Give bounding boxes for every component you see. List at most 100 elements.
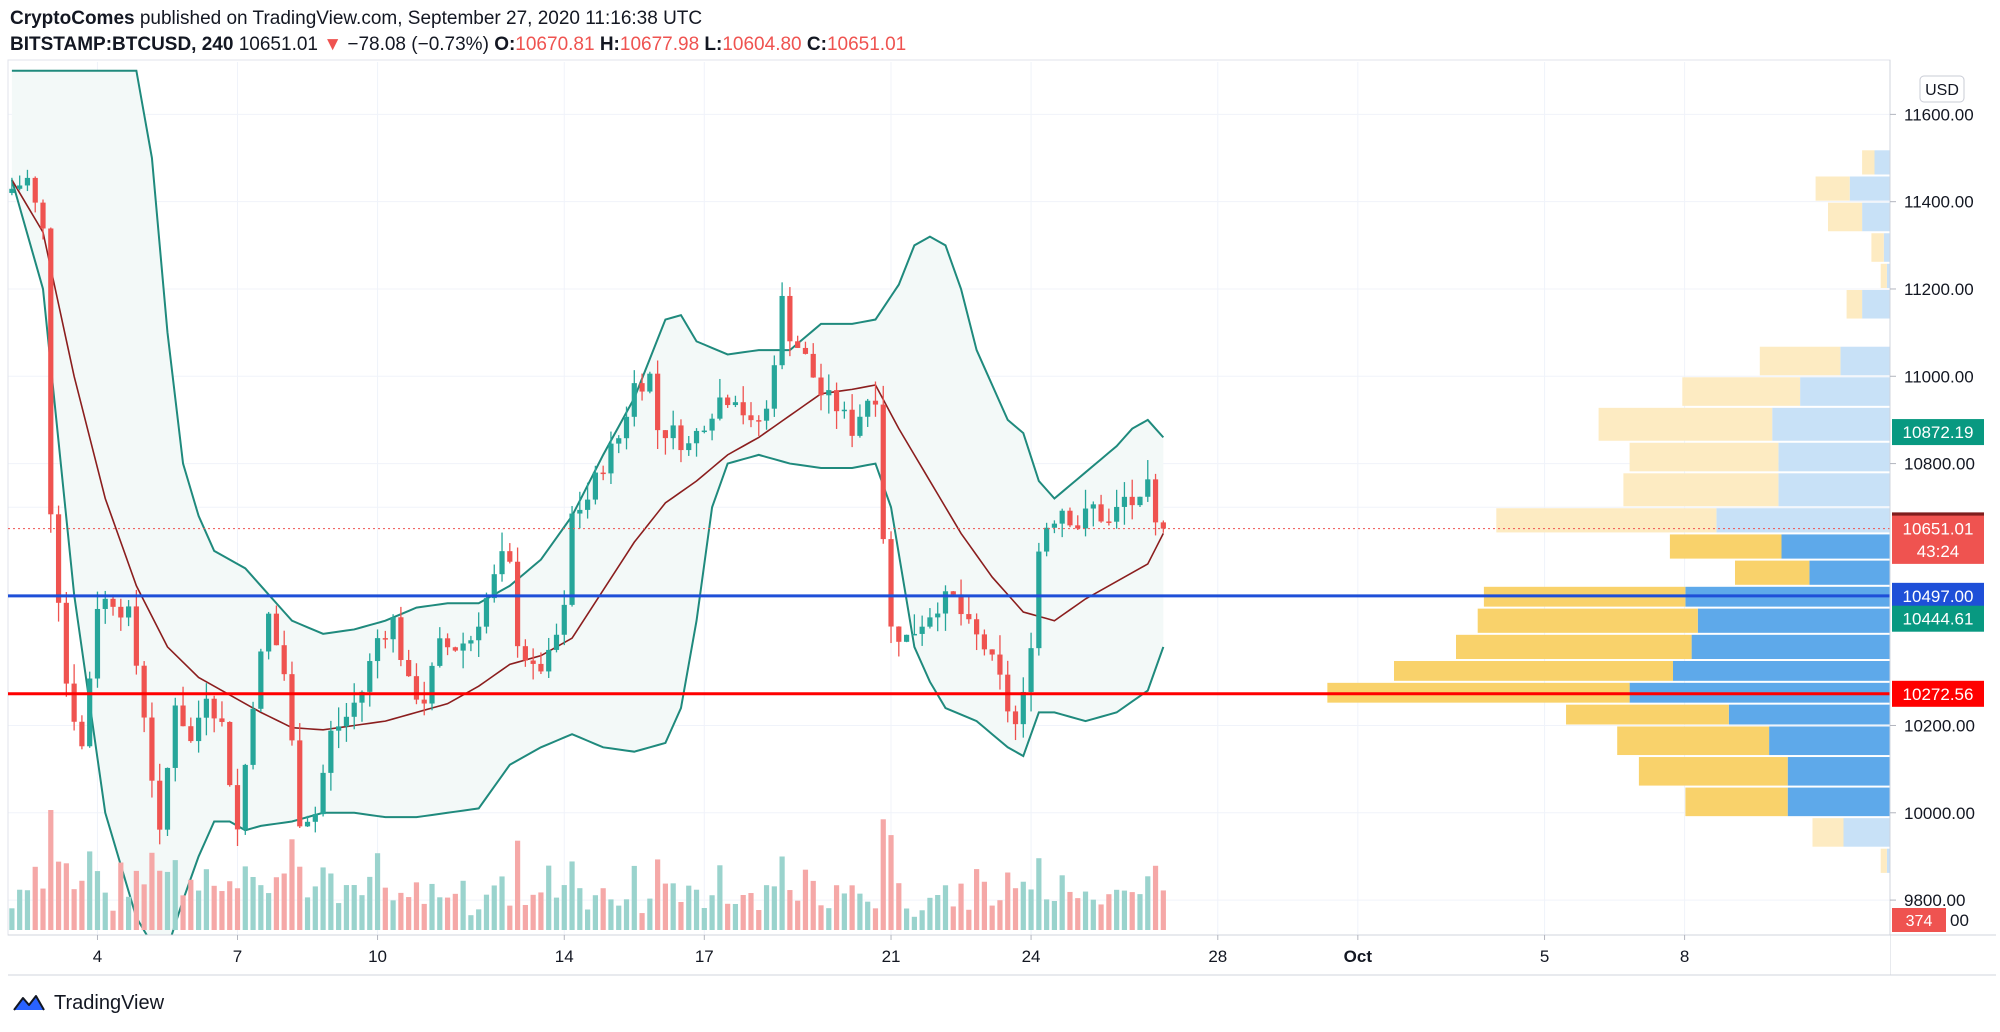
volume-bar-96 xyxy=(756,910,762,930)
volume-bar-72 xyxy=(569,861,575,930)
candle-body-79 xyxy=(623,416,630,439)
candle-body-13 xyxy=(110,598,116,607)
price-tick-label-1: 11400.00 xyxy=(1904,193,1974,212)
candle-body-53 xyxy=(421,699,427,704)
time-tick-label-0: 4 xyxy=(93,947,102,966)
candle-body-84 xyxy=(662,430,669,439)
price-tick-label-7: 9800.00 xyxy=(1904,891,1965,910)
volume-bar-101 xyxy=(795,900,801,930)
volume-bar-128 xyxy=(1005,872,1011,930)
volume-bar-48 xyxy=(382,887,388,930)
candle-body-140 xyxy=(1098,504,1104,522)
volume-bar-78 xyxy=(616,905,622,930)
candle-body-87 xyxy=(686,443,692,451)
candle-body-68 xyxy=(538,663,544,672)
vp-up-24 xyxy=(1862,150,1875,175)
candle-body-48 xyxy=(382,638,388,640)
vp-up-2 xyxy=(1456,634,1692,660)
vp-up-12 xyxy=(1880,848,1887,873)
candle-body-33 xyxy=(266,613,272,652)
volume-axis-tick: 00 xyxy=(1950,911,1969,930)
volume-bar-25 xyxy=(203,869,209,930)
candle-body-63 xyxy=(499,551,505,575)
volume-bar-106 xyxy=(833,885,840,930)
vp-down-16 xyxy=(1772,407,1890,441)
volume-bar-5 xyxy=(48,810,54,930)
volume-bar-36 xyxy=(289,839,295,930)
change-down-icon: ▼ xyxy=(323,34,343,55)
candle-body-10 xyxy=(87,678,93,747)
volume-bar-127 xyxy=(997,900,1003,930)
vp-up-10 xyxy=(1685,787,1788,817)
price-tick-label-6: 10000.00 xyxy=(1904,804,1975,823)
volume-bar-112 xyxy=(880,819,886,930)
candle-body-123 xyxy=(966,614,972,620)
candle-body-31 xyxy=(250,708,256,765)
volume-bar-131 xyxy=(1028,889,1034,930)
candle-body-130 xyxy=(1020,691,1026,725)
volume-bar-79 xyxy=(623,899,630,930)
volume-bar-60 xyxy=(476,909,482,930)
volume-bar-85 xyxy=(670,883,676,930)
candle-body-97 xyxy=(763,408,770,421)
candle-body-52 xyxy=(413,676,420,700)
price-axis[interactable]: USD 11600.00 11400.00 11200.00 11000.00 10800… xyxy=(1889,60,1996,975)
candle-body-132 xyxy=(1036,551,1042,649)
volume-bar-28 xyxy=(227,881,233,930)
vp-down-22 xyxy=(1862,202,1890,232)
candle-body-134 xyxy=(1051,523,1058,528)
volume-bar-14 xyxy=(118,862,124,930)
basis-line xyxy=(11,179,1165,731)
volume-bar-122 xyxy=(958,883,964,930)
publisher-name[interactable]: CryptoComes xyxy=(10,8,135,29)
volume-bar-4 xyxy=(40,888,46,930)
vp-down-7 xyxy=(1728,704,1890,725)
volume-bar-38 xyxy=(304,897,311,930)
volume-bar-142 xyxy=(1114,889,1120,930)
price-label-bg-0 xyxy=(1892,419,1984,446)
vp-up-16 xyxy=(1598,407,1773,441)
candle-body-83 xyxy=(655,373,661,431)
candle-body-93 xyxy=(732,402,739,406)
volume-bar-84 xyxy=(662,883,669,930)
volume-bar-117 xyxy=(919,910,925,930)
volume-bar-145 xyxy=(1137,894,1143,930)
volume-bar-49 xyxy=(390,900,396,930)
volume-bar-39 xyxy=(312,886,318,930)
vp-down-5 xyxy=(1809,560,1890,585)
volume-bar-140 xyxy=(1098,904,1104,930)
candle-body-96 xyxy=(756,420,762,422)
candle-body-99 xyxy=(779,295,785,366)
candle-body-2 xyxy=(24,177,31,186)
volume-bar-59 xyxy=(468,915,474,930)
volume-bar-68 xyxy=(538,892,544,930)
candle-body-101 xyxy=(795,341,801,348)
volume-bar-121 xyxy=(950,906,956,930)
price-change: −78.08 (−0.73%) xyxy=(347,34,489,55)
tradingview-logo-icon xyxy=(13,995,45,1011)
vp-down-17 xyxy=(1800,377,1890,406)
price-label-bg-3 xyxy=(1892,537,1984,564)
close-value: 10651.01 xyxy=(826,34,907,55)
volume-bar-81 xyxy=(639,913,645,930)
high-label: H: xyxy=(599,34,620,55)
candle-body-37 xyxy=(297,740,303,827)
symbol-name[interactable]: BITSTAMP:BTCUSD, 240 xyxy=(10,34,234,55)
candle-body-146 xyxy=(1145,479,1151,497)
time-axis[interactable]: 4 7 10 14 17 21 24 28 Oct 5 8 xyxy=(8,934,1996,976)
volume-bar-93 xyxy=(732,903,739,930)
volume-bar-80 xyxy=(631,865,637,930)
candle-body-44 xyxy=(351,702,357,717)
horizontal-lines[interactable] xyxy=(8,594,1890,696)
candle-body-122 xyxy=(958,594,964,615)
candle-body-86 xyxy=(678,425,684,451)
volume-bar-109 xyxy=(857,893,863,930)
vp-up-9 xyxy=(1638,757,1788,786)
tradingview-footer[interactable]: TradingView xyxy=(12,990,164,1016)
volume-profile xyxy=(1327,150,1890,873)
candle-body-34 xyxy=(273,613,280,646)
volume-bar-32 xyxy=(258,885,264,930)
candle-body-57 xyxy=(452,647,458,651)
volume-bar-146 xyxy=(1145,876,1151,930)
